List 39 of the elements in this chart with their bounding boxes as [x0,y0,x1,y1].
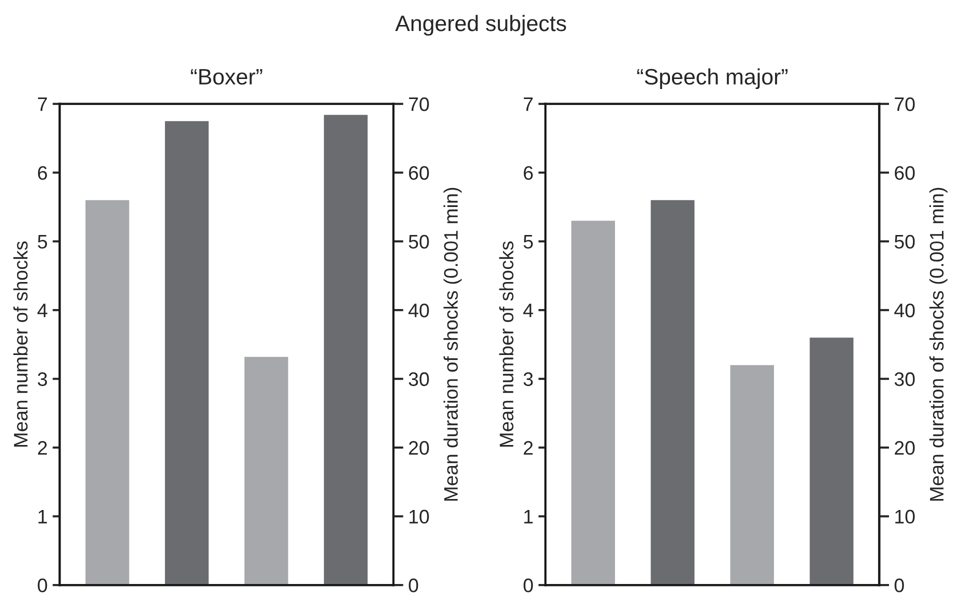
y2-tick-label: 40 [408,304,429,318]
y2-tick-label: 10 [895,510,915,524]
y2-tick-label: 50 [894,234,915,249]
y2-tick-label: 70 [409,97,429,112]
y-tick-label: 3 [38,372,47,386]
chart-title: “Speech major” [637,68,788,90]
y-tick-label: 4 [37,304,48,318]
y-axis-title: Mean number of shocks [499,241,514,447]
y2-axis-title: Mean duration of shocks (0.001 min) [444,188,462,501]
y-tick-label: 6 [524,166,533,180]
y2-tick-label: 30 [894,372,915,386]
y2-tick-label: 20 [409,441,429,455]
y-tick-label: 2 [38,441,47,455]
chart-title: “Boxer” [190,69,262,85]
y2-tick-label: 60 [409,166,429,180]
y2-tick-label: 40 [894,304,915,318]
y-axis-title: Mean number of shocks [13,241,28,447]
y-tick-label: 2 [524,441,533,455]
y-tick-label: 6 [38,166,47,180]
y-tick-label: 7 [524,98,533,111]
y-tick-label: 5 [38,235,48,249]
y-tick-label: 4 [523,304,534,318]
text: Angered subjects [395,14,566,36]
y-tick-label: 0 [524,578,533,592]
y2-tick-label: 60 [894,166,915,180]
y-tick-label: 5 [524,235,533,249]
y-tick-label: 1 [524,510,533,524]
y2-tick-label: 0 [894,578,904,592]
y2-tick-label: 20 [894,441,915,455]
y2-tick-label: 50 [408,234,429,249]
y2-tick-label: 70 [894,97,915,112]
y-tick-label: 1 [38,510,47,524]
y2-tick-label: 10 [410,510,429,524]
y2-axis-title: Mean duration of shocks (0.001 min) [929,188,948,501]
y2-tick-label: 30 [408,372,429,386]
y-tick-label: 3 [524,372,533,386]
y2-tick-label: 0 [408,578,418,592]
y-tick-label: 7 [38,98,47,111]
y-tick-label: 0 [38,578,48,592]
